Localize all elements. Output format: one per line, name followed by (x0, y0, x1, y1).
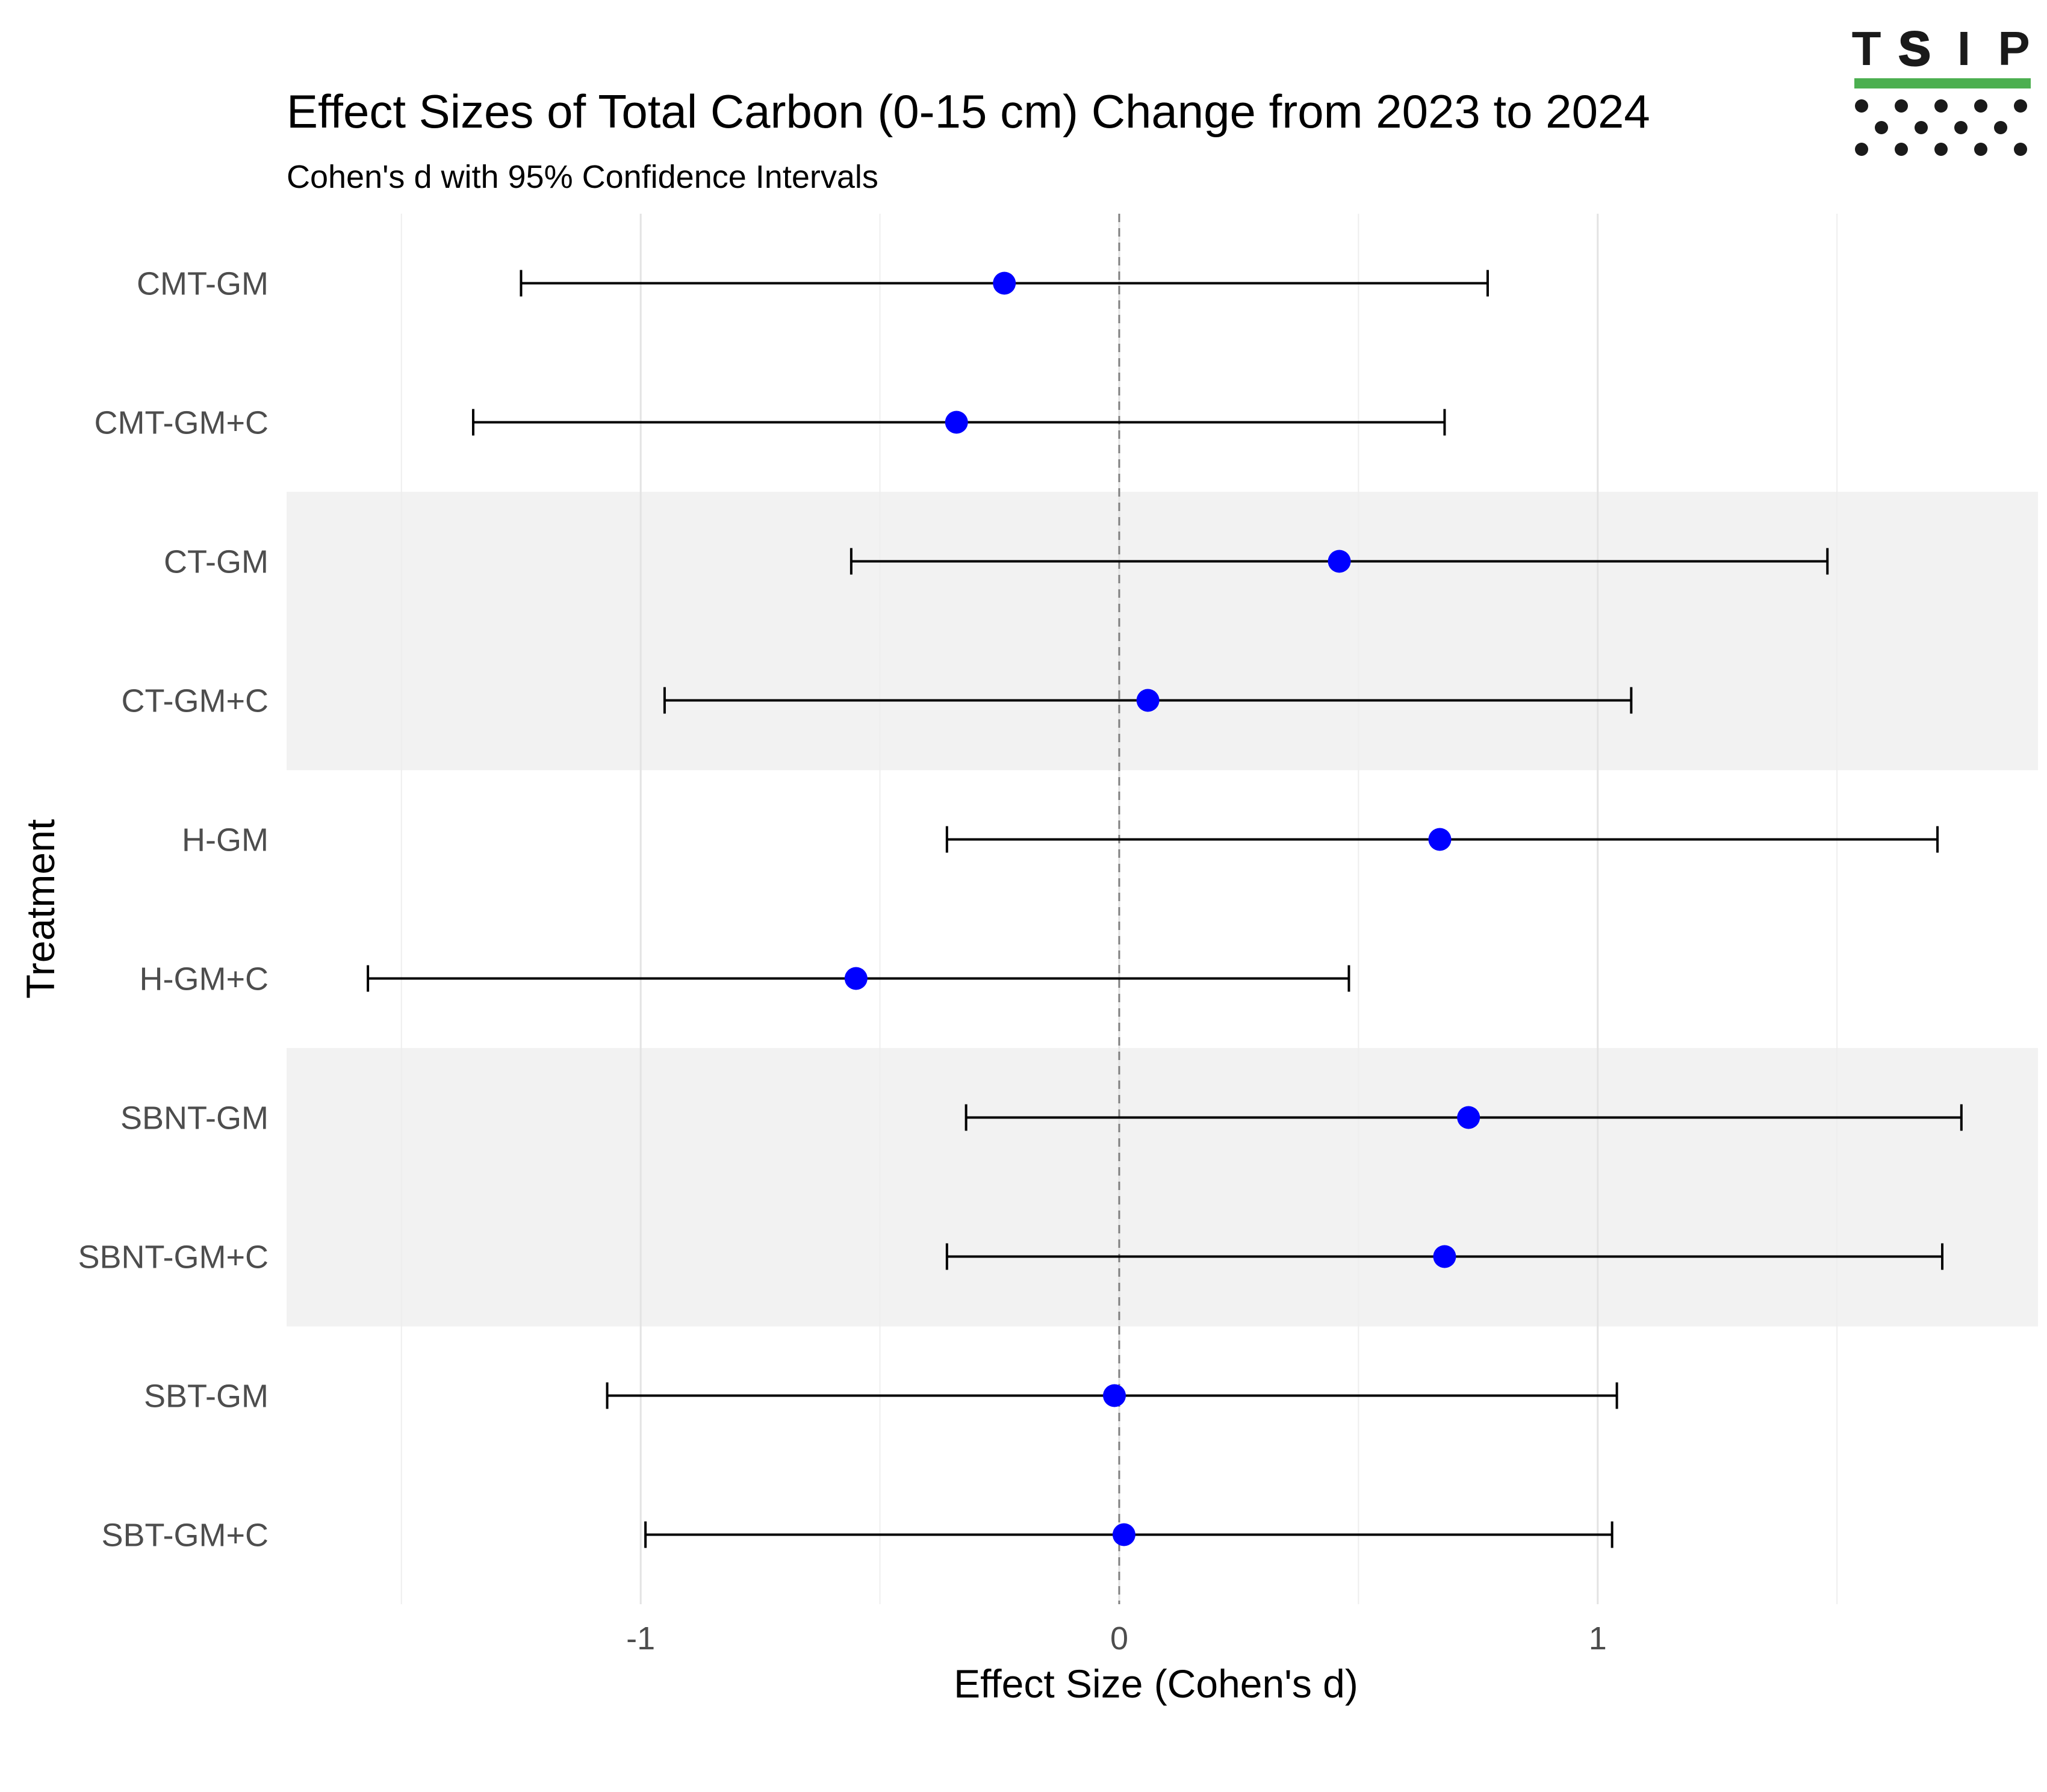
x-tick-labels: -1 0 1 (626, 1620, 1607, 1657)
x-tick-label: 1 (1589, 1620, 1607, 1657)
logo-dot (1934, 143, 1948, 156)
confidence-intervals (367, 270, 1963, 1548)
y-tick-labels: CMT-GM CMT-GM+C CT-GM CT-GM+C H-GM H-GM+C SBNT… (78, 266, 269, 1554)
y-tick-label: CMT-GM (137, 266, 269, 302)
logo-dot (2014, 143, 2027, 156)
effect-point (844, 967, 868, 990)
gridlines (400, 214, 1838, 1604)
effect-point (1433, 1245, 1456, 1268)
y-tick-label: SBT-GM (144, 1378, 269, 1415)
logo-letter: T (1852, 22, 1881, 75)
logo-dot (1895, 99, 1908, 113)
y-tick-label: H-GM+C (140, 961, 269, 997)
logo-dot (1994, 121, 2007, 134)
y-tick-label: SBNT-GM+C (78, 1239, 269, 1276)
logo-dot (1934, 99, 1948, 113)
logo-dot (1974, 143, 1987, 156)
effect-point (1136, 689, 1160, 712)
effect-point (1103, 1384, 1126, 1407)
effect-size-points (844, 271, 1480, 1546)
logo-dot (1954, 121, 1968, 134)
x-tick-label: 0 (1110, 1620, 1128, 1657)
row-bands (287, 492, 2038, 1327)
logo-bar (1854, 78, 2031, 88)
effect-point (993, 271, 1016, 295)
chart-subtitle: Cohen's d with 95% Confidence Intervals (287, 159, 878, 195)
y-axis-title: Treatment (18, 819, 63, 999)
y-tick-label: SBT-GM+C (101, 1518, 269, 1554)
logo-dot (1855, 143, 1868, 156)
logo-dot (1875, 121, 1888, 134)
effect-point (1428, 828, 1452, 851)
logo-letter: I (1957, 22, 1971, 75)
y-tick-label: SBNT-GM (120, 1100, 269, 1136)
y-tick-label: CMT-GM+C (95, 405, 269, 441)
effect-point (1457, 1106, 1480, 1129)
y-tick-label: H-GM (182, 822, 269, 858)
logo-dot (2014, 99, 2027, 113)
y-tick-label: CT-GM (164, 544, 269, 580)
y-tick-label: CT-GM+C (121, 683, 269, 719)
logo-dot (1855, 99, 1868, 113)
logo-dot (1915, 121, 1928, 134)
effect-point (945, 411, 968, 434)
effect-point (1328, 550, 1351, 573)
x-axis-title: Effect Size (Cohen's d) (954, 1661, 1358, 1706)
logo-dot (1895, 143, 1908, 156)
x-tick-label: -1 (626, 1620, 655, 1657)
logo-letter: S (1898, 22, 1930, 75)
chart-title: Effect Sizes of Total Carbon (0-15 cm) C… (287, 85, 1650, 138)
effect-point (1112, 1523, 1135, 1546)
logo-dot (1974, 99, 1987, 113)
logo-letter: P (1998, 22, 2030, 75)
